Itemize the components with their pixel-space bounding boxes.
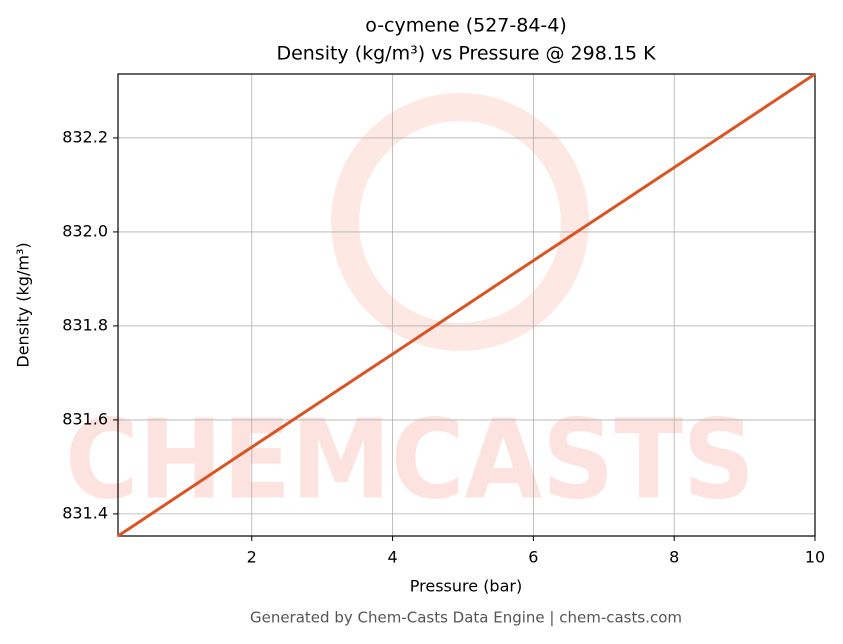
x-tick-label: 6 bbox=[528, 548, 538, 567]
watermark-logo bbox=[331, 93, 589, 351]
x-tick-label: 10 bbox=[805, 548, 825, 567]
data-line bbox=[117, 72, 816, 538]
watermark: CHEMCASTS bbox=[65, 395, 755, 523]
x-tick-label: 4 bbox=[387, 548, 397, 567]
footer: Generated by Chem-Casts Data Engine | ch… bbox=[250, 609, 682, 627]
plot-frame bbox=[117, 73, 816, 537]
y-tick-label: 831.6 bbox=[62, 409, 108, 428]
y-tick-label: 832.2 bbox=[62, 127, 108, 146]
y-tick-label: 831.4 bbox=[62, 503, 108, 522]
chart-subtitle: Density (kg/m³) vs Pressure @ 298.15 K bbox=[276, 43, 656, 65]
x-tick-label: 8 bbox=[669, 548, 679, 567]
chart-title: o-cymene (527-84-4) bbox=[365, 15, 567, 37]
y-tick-label: 831.8 bbox=[62, 315, 108, 334]
x-tick-label: 2 bbox=[247, 548, 257, 567]
y-axis-label: Density (kg/m³) bbox=[14, 242, 33, 367]
y-tick-label: 832.0 bbox=[62, 221, 108, 240]
x-axis-label: Pressure (bar) bbox=[410, 577, 522, 596]
